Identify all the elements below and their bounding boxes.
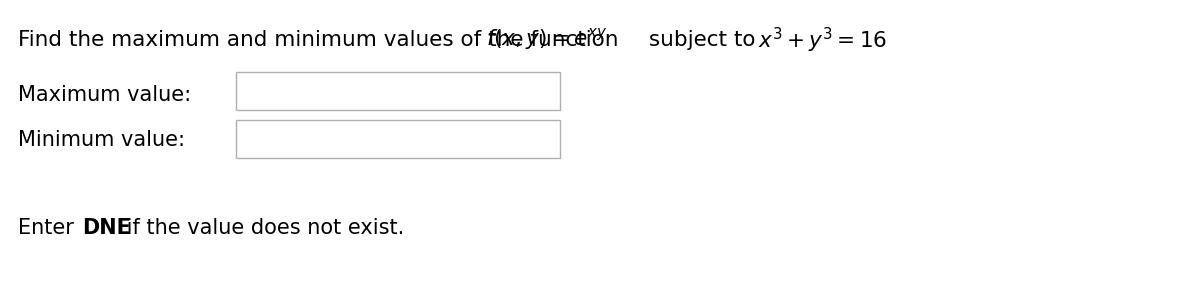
Text: DNE: DNE [82, 218, 131, 238]
Text: $f(x, y) = e^{xy}$: $f(x, y) = e^{xy}$ [486, 26, 607, 52]
Text: $x^3 + y^3 = 16$: $x^3 + y^3 = 16$ [758, 26, 887, 55]
Text: subject to: subject to [642, 30, 762, 50]
Text: Enter: Enter [18, 218, 80, 238]
Bar [236, 120, 560, 158]
Bar [236, 72, 560, 110]
Text: Minimum value:: Minimum value: [18, 130, 185, 150]
Text: Find the maximum and minimum values of the function: Find the maximum and minimum values of t… [18, 30, 625, 50]
Text: if the value does not exist.: if the value does not exist. [120, 218, 404, 238]
Text: Maximum value:: Maximum value: [18, 85, 191, 105]
